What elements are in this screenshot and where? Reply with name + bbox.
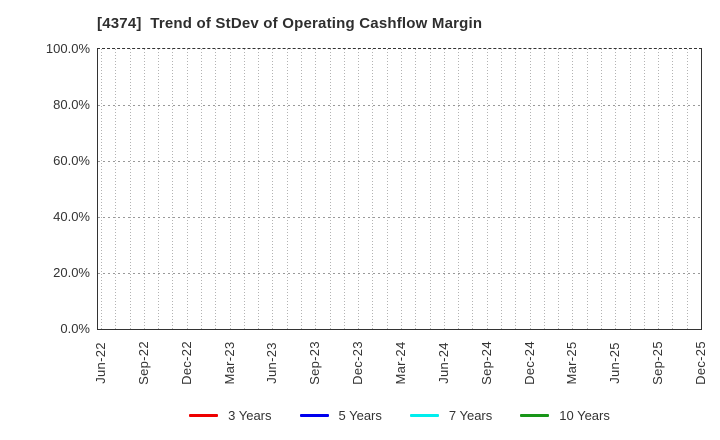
x-tick-label: Jun-25	[607, 342, 623, 384]
horizontal-gridline	[98, 105, 701, 106]
vertical-gridline	[429, 49, 431, 329]
x-tick-label: Sep-23	[307, 341, 323, 385]
horizontal-gridline	[98, 217, 701, 218]
vertical-gridline	[572, 49, 574, 329]
vertical-gridline	[186, 49, 188, 329]
vertical-gridline	[543, 49, 545, 329]
vertical-gridline	[629, 49, 631, 329]
vertical-gridline	[201, 49, 202, 329]
horizontal-gridline	[98, 161, 701, 162]
vertical-gridline	[301, 49, 302, 329]
legend-line-swatch	[299, 413, 329, 417]
vertical-gridline	[615, 49, 617, 329]
chart-title: [4374] Trend of StDev of Operating Cashf…	[97, 15, 483, 32]
x-tick-label: Sep-25	[650, 341, 666, 385]
x-tick-label: Dec-25	[693, 341, 708, 385]
legend-label: 10 Years	[559, 407, 610, 423]
x-tick-label: Mar-25	[564, 341, 580, 385]
plot-area	[97, 48, 702, 330]
vertical-gridline	[415, 49, 417, 329]
vertical-gridline	[343, 49, 345, 329]
vertical-gridline	[329, 49, 331, 329]
vertical-gridline	[143, 49, 145, 329]
vertical-gridline	[172, 49, 174, 329]
vertical-gridline	[686, 49, 688, 329]
vertical-gridline	[101, 49, 102, 329]
vertical-gridline	[158, 49, 160, 329]
horizontal-gridline	[98, 273, 701, 274]
legend-line-swatch	[409, 413, 439, 417]
vertical-gridline	[472, 49, 474, 329]
vertical-gridline	[243, 49, 245, 329]
vertical-gridline	[501, 49, 502, 329]
vertical-gridline	[672, 49, 674, 329]
x-tick-label: Jun-22	[93, 342, 108, 384]
legend-item-10-years: 10 Years	[520, 408, 610, 423]
vertical-gridline	[358, 49, 360, 329]
y-tick-label: 0.0%	[60, 321, 90, 336]
x-tick-label: Dec-22	[178, 341, 194, 385]
y-tick-label: 80.0%	[53, 97, 90, 112]
legend-line-swatch	[189, 413, 219, 417]
vertical-gridline	[272, 49, 274, 329]
vertical-gridline	[586, 49, 588, 329]
vertical-gridline	[643, 49, 645, 329]
vertical-gridline	[258, 49, 260, 329]
legend-item-5-years: 5 Years	[299, 407, 382, 423]
x-tick-label: Dec-24	[521, 341, 537, 385]
legend-label: 7 Years	[448, 407, 493, 423]
vertical-gridline	[486, 49, 488, 329]
y-tick-label: 20.0%	[53, 265, 90, 280]
vertical-gridline	[658, 49, 660, 329]
vertical-gridline	[315, 49, 317, 329]
vertical-gridline	[443, 49, 445, 329]
vertical-gridline	[229, 49, 231, 329]
x-tick-label: Sep-22	[135, 341, 151, 385]
vertical-gridline	[115, 49, 117, 329]
vertical-gridline	[558, 49, 560, 329]
legend-label: 3 Years	[228, 407, 272, 423]
x-tick-label: Mar-23	[221, 341, 237, 385]
legend-item-7-years: 7 Years	[409, 407, 493, 423]
x-tick-label: Dec-23	[350, 341, 366, 385]
vertical-gridline	[386, 49, 388, 329]
vertical-gridline	[458, 49, 460, 329]
vertical-gridline	[286, 49, 288, 329]
legend-line-swatch	[520, 413, 550, 417]
vertical-gridline	[529, 49, 531, 329]
x-tick-label: Mar-24	[393, 341, 408, 385]
vertical-gridline	[215, 49, 217, 329]
vertical-gridline	[601, 49, 602, 329]
x-tick-label: Sep-24	[478, 341, 494, 385]
y-tick-label: 40.0%	[53, 209, 90, 224]
y-tick-label: 100.0%	[45, 41, 90, 56]
legend-label: 5 Years	[338, 407, 382, 423]
legend: 3 Years 5 Years 7 Years 10 Years	[97, 404, 702, 426]
x-tick-label: Jun-24	[435, 342, 451, 384]
vertical-gridline	[401, 49, 402, 329]
vertical-gridline	[129, 49, 131, 329]
legend-item-3-years: 3 Years	[189, 407, 272, 423]
vertical-gridline	[372, 49, 374, 329]
vertical-gridline	[515, 49, 517, 329]
x-tick-label: Jun-23	[264, 342, 280, 384]
y-tick-label: 60.0%	[53, 153, 90, 168]
